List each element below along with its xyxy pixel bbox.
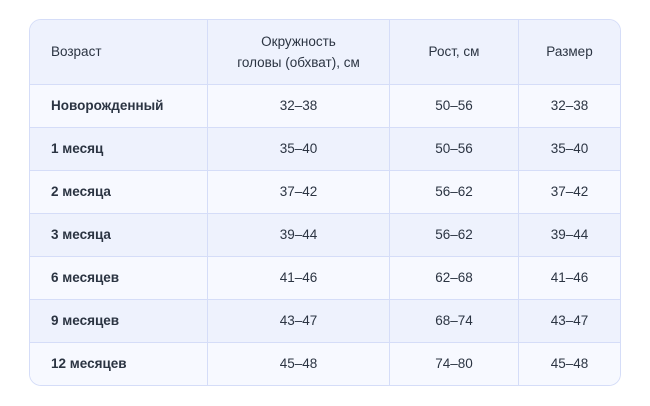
cell-age: 3 месяца xyxy=(30,212,208,257)
header-head-line1: Окружность xyxy=(261,33,336,49)
table-row: 2 месяца 37–42 56–62 37–42 xyxy=(30,169,620,214)
cell-head-circumference: 35–40 xyxy=(207,126,390,171)
cell-height: 50–56 xyxy=(389,83,519,128)
cell-size: 35–40 xyxy=(518,126,620,171)
cell-head-circumference: 39–44 xyxy=(207,212,390,257)
size-table: Возраст Окружность головы (обхват), см Ро… xyxy=(30,20,620,385)
cell-height: 68–74 xyxy=(389,298,519,343)
table-row: 3 месяца 39–44 56–62 39–44 xyxy=(30,212,620,257)
cell-size: 39–44 xyxy=(518,212,620,257)
cell-head-circumference: 43–47 xyxy=(207,298,390,343)
cell-size: 45–48 xyxy=(518,341,620,385)
header-size: Размер xyxy=(518,20,620,85)
cell-height: 56–62 xyxy=(389,212,519,257)
table-row: 1 месяц 35–40 50–56 35–40 xyxy=(30,126,620,171)
header-row: Возраст Окружность головы (обхват), см Ро… xyxy=(30,20,620,85)
cell-age: 12 месяцев xyxy=(30,341,208,385)
cell-age: 6 месяцев xyxy=(30,255,208,300)
cell-age: 2 месяца xyxy=(30,169,208,214)
table-row: 6 месяцев 41–46 62–68 41–46 xyxy=(30,255,620,300)
cell-height: 74–80 xyxy=(389,341,519,385)
cell-size: 41–46 xyxy=(518,255,620,300)
cell-head-circumference: 45–48 xyxy=(207,341,390,385)
header-head-line2: головы (обхват), см xyxy=(237,54,360,70)
table-row: Новорожденный 32–38 50–56 32–38 xyxy=(30,83,620,128)
header-height: Рост, см xyxy=(389,20,519,85)
cell-size: 37–42 xyxy=(518,169,620,214)
table-row: 9 месяцев 43–47 68–74 43–47 xyxy=(30,298,620,343)
cell-head-circumference: 32–38 xyxy=(207,83,390,128)
cell-age: 9 месяцев xyxy=(30,298,208,343)
size-table-container: Возраст Окружность головы (обхват), см Ро… xyxy=(29,19,621,386)
cell-head-circumference: 41–46 xyxy=(207,255,390,300)
cell-size: 32–38 xyxy=(518,83,620,128)
table-row: 12 месяцев 45–48 74–80 45–48 xyxy=(30,341,620,385)
header-head-circumference: Окружность головы (обхват), см xyxy=(207,20,390,85)
cell-head-circumference: 37–42 xyxy=(207,169,390,214)
cell-height: 56–62 xyxy=(389,169,519,214)
cell-height: 62–68 xyxy=(389,255,519,300)
header-age: Возраст xyxy=(30,20,208,85)
cell-age: Новорожденный xyxy=(30,83,208,128)
cell-size: 43–47 xyxy=(518,298,620,343)
cell-height: 50–56 xyxy=(389,126,519,171)
cell-age: 1 месяц xyxy=(30,126,208,171)
